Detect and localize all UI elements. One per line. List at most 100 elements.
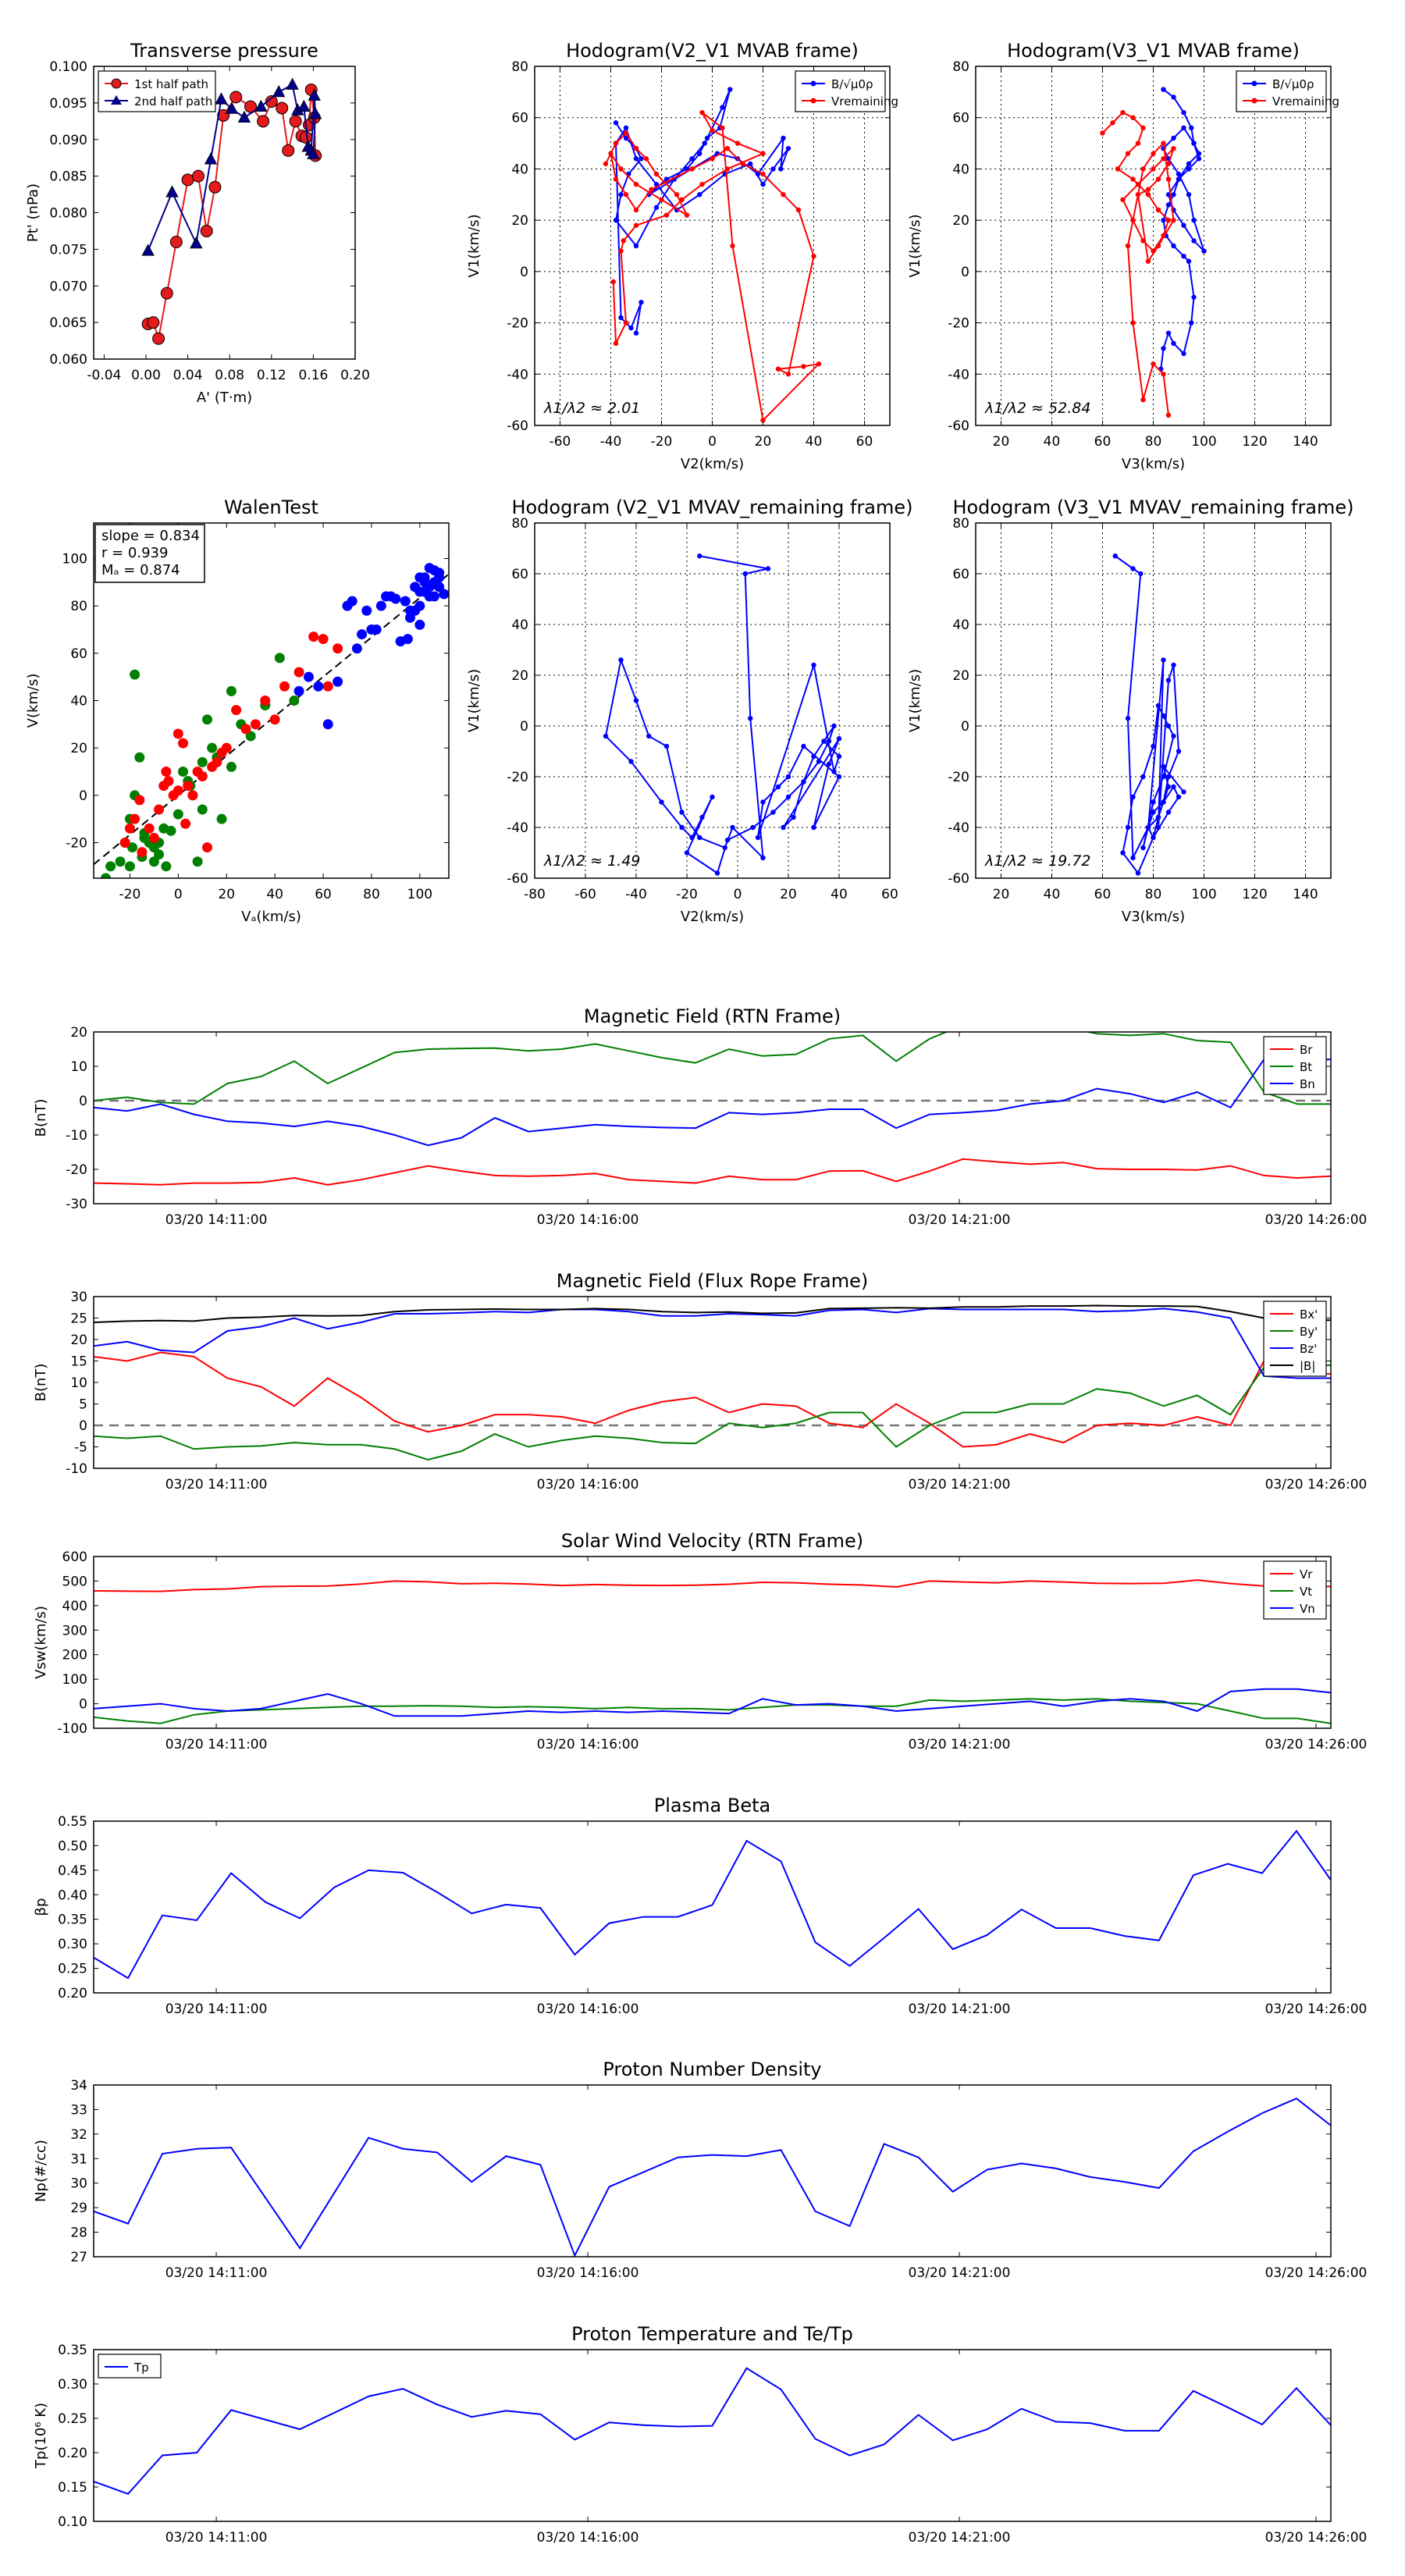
data-point <box>154 849 165 860</box>
data-point <box>127 842 138 853</box>
data-point <box>1186 258 1192 264</box>
data-point <box>633 181 639 187</box>
chart-title: WalenTest <box>224 496 318 518</box>
data-point <box>610 279 616 285</box>
tick-label-y: -100 <box>57 1721 87 1737</box>
tick-label-x: 0.08 <box>215 368 244 383</box>
data-point <box>775 366 781 372</box>
data-point <box>679 809 685 815</box>
data-point <box>265 95 278 108</box>
legend-label: |B| <box>1300 1359 1315 1373</box>
tick-label-y: 20 <box>70 741 87 756</box>
stats-line: Mₐ = 0.874 <box>101 562 180 578</box>
data-point <box>181 173 194 187</box>
data-point <box>811 253 816 259</box>
data-point <box>173 728 183 739</box>
legend-marker <box>1251 98 1257 104</box>
panel-beta: Plasma Beta 0.20 0.25 0.30 0.35 0.40 0.45 0.50 0… <box>33 1795 1367 2017</box>
y-axis-label: V1(km/s) <box>466 669 482 732</box>
data-point <box>724 838 731 843</box>
x-axis-label: V3(km/s) <box>1122 909 1185 925</box>
eigen-ratio-label: λ1/λ2 ≈ 1.49 <box>543 852 640 870</box>
data-point <box>689 166 695 172</box>
series-Bz- <box>94 1308 1331 1379</box>
series-line <box>1115 555 1185 875</box>
data-point <box>1120 109 1126 116</box>
data-point <box>1196 156 1202 162</box>
y-axis-label: V(km/s) <box>25 674 41 728</box>
data-point <box>161 861 172 872</box>
tick-label-y: -20 <box>507 316 528 332</box>
data-point <box>801 364 806 369</box>
legend: B/√μ0ρ Vremaining <box>795 70 898 112</box>
data-point <box>1181 350 1186 357</box>
chart-title: Transverse pressure <box>130 40 318 62</box>
tick-label-x: 0.12 <box>257 368 286 383</box>
data-point <box>1171 145 1176 151</box>
tick-label-y: 31 <box>70 2151 87 2167</box>
plot-area <box>1100 87 1207 418</box>
data-point <box>212 756 222 767</box>
axes-frame <box>93 1296 1332 1469</box>
data-point <box>720 105 725 110</box>
plot-area <box>1112 553 1186 876</box>
data-point <box>699 109 705 116</box>
tick-label-x: 03/20 14:11:00 <box>165 1212 268 1228</box>
tick-label-y: 28 <box>70 2226 87 2241</box>
data-point <box>318 634 329 645</box>
data-point <box>633 330 639 336</box>
data-point <box>200 224 213 237</box>
tick-label-y: 0.060 <box>49 352 87 368</box>
data-point <box>1181 253 1186 259</box>
tick-label-y: 0.25 <box>58 1962 87 1977</box>
tick-label-y: 0 <box>520 265 528 280</box>
tick-label-x: 03/20 14:16:00 <box>537 2530 639 2546</box>
tick-label-x: 03/20 14:11:00 <box>165 2530 268 2546</box>
tick-label-y: 20 <box>70 1332 87 1348</box>
tick-label-x: 40 <box>1044 887 1061 902</box>
tick-label-y: 5 <box>79 1397 87 1413</box>
data-point <box>811 662 816 668</box>
data-point <box>1130 176 1136 182</box>
tick-label-y: -60 <box>507 871 528 887</box>
data-point <box>811 753 816 760</box>
plot-area <box>94 2367 1331 2495</box>
data-point <box>1171 217 1176 223</box>
data-point <box>613 120 619 126</box>
data-point <box>831 769 837 774</box>
data-point <box>1120 850 1126 856</box>
data-point <box>1130 217 1136 223</box>
tick-label-x: 20 <box>218 887 235 902</box>
tick-label-x: -20 <box>119 887 141 902</box>
data-point <box>1151 248 1156 254</box>
data-point <box>260 696 271 706</box>
data-point <box>1125 824 1131 831</box>
data-point <box>1130 566 1136 571</box>
data-point <box>663 743 670 749</box>
chart-title: Hodogram(V2_V1 MVAB frame) <box>566 40 859 62</box>
data-point <box>643 156 649 162</box>
data-point <box>1165 176 1172 182</box>
data-point <box>742 571 748 577</box>
data-point <box>225 101 239 114</box>
data-point <box>119 838 130 848</box>
tick-label-y: -20 <box>948 770 969 785</box>
series-B <box>603 553 842 876</box>
data-point <box>134 795 145 806</box>
legend-label: Vr <box>1300 1567 1313 1582</box>
data-point <box>1155 243 1161 249</box>
data-point <box>1130 320 1136 326</box>
tick-label-y: 32 <box>70 2127 87 2143</box>
data-point <box>1120 197 1126 203</box>
y-axis-label: B(nT) <box>33 1364 49 1402</box>
tick-label-x: 20 <box>755 434 772 450</box>
series-blue <box>293 563 449 730</box>
data-point <box>1151 166 1156 172</box>
panel-tp: Proton Temperature and Te/Tp 0.10 0.15 0.20… <box>33 2323 1367 2546</box>
data-point <box>429 591 439 602</box>
tick-label-x: 120 <box>1242 434 1267 450</box>
tick-label-x: 60 <box>1094 434 1112 450</box>
tick-label-x: 03/20 14:26:00 <box>1265 2530 1368 2546</box>
data-point <box>1176 171 1182 177</box>
plot-area <box>603 87 822 423</box>
